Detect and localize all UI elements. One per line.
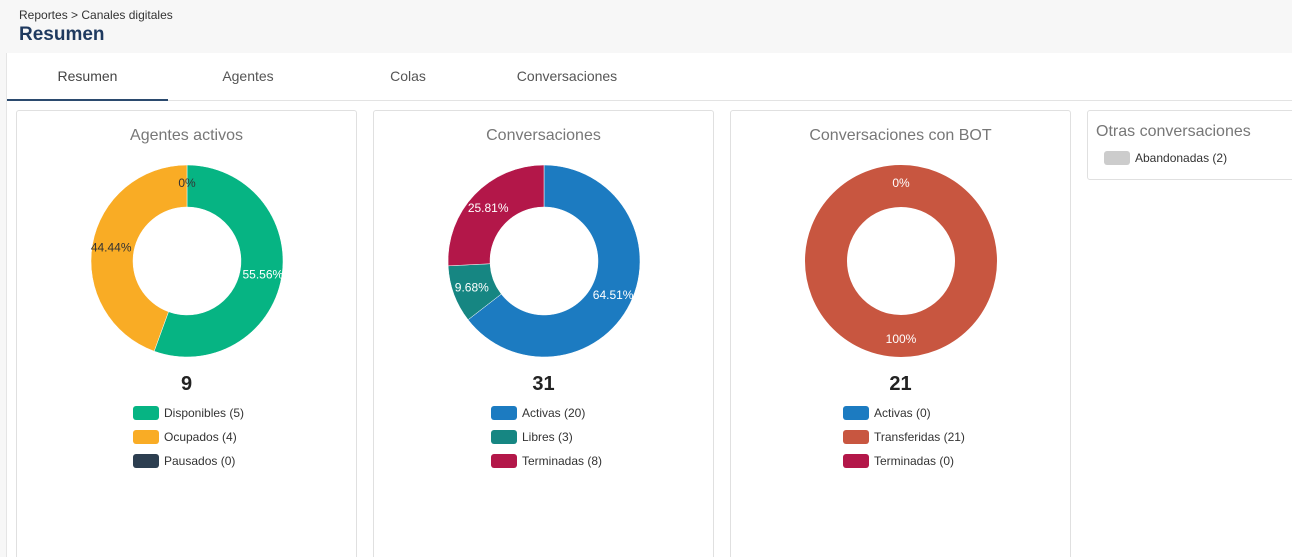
legend-item-disponibles[interactable]: Disponibles (5) bbox=[133, 401, 244, 425]
legend-item-transferidas[interactable]: Transferidas (21) bbox=[843, 425, 965, 449]
donut-chart-agentes: 55.56% 44.44% 0% bbox=[90, 164, 284, 358]
legend-swatch bbox=[843, 454, 869, 468]
tab-conversaciones[interactable]: Conversaciones bbox=[516, 68, 618, 84]
legend-label: Disponibles (5) bbox=[164, 406, 245, 420]
legend-label: Activas (0) bbox=[874, 406, 931, 420]
slice-percent-label-pausados: 0% bbox=[178, 176, 196, 190]
breadcrumb[interactable]: Reportes > Canales digitales bbox=[19, 8, 173, 22]
total-count: 9 bbox=[180, 373, 193, 395]
legend-item-ocupados[interactable]: Ocupados (4) bbox=[133, 425, 244, 449]
legend-label: Ocupados (4) bbox=[164, 430, 237, 444]
slice-percent-label-activas: 64.51% bbox=[593, 288, 634, 302]
tab-bar: Resumen Agentes Colas Conversaciones bbox=[7, 53, 1292, 101]
total-count: 31 bbox=[532, 373, 555, 395]
slice-percent-label-libres: 9.68% bbox=[455, 281, 489, 295]
donut-slice-activas[interactable] bbox=[467, 164, 641, 358]
legend-label: Terminadas (8) bbox=[522, 454, 603, 468]
card-title: Conversaciones bbox=[486, 127, 601, 144]
donut-slice-ocupados[interactable] bbox=[90, 164, 188, 352]
slice-percent-label-activas: 0% bbox=[892, 176, 910, 190]
card-conversaciones-bot: Conversaciones con BOT 0% 100% 21 Activas… bbox=[730, 110, 1071, 557]
legend-label: Transferidas (21) bbox=[874, 430, 965, 444]
chart-legend: Disponibles (5) Ocupados (4) Pausados (0… bbox=[133, 401, 244, 473]
legend-item-abandonadas[interactable]: Abandonadas (2) bbox=[1104, 151, 1227, 165]
slice-percent-label-terminadas: 25.81% bbox=[468, 201, 509, 215]
legend-label: Libres (3) bbox=[522, 430, 573, 444]
legend-swatch bbox=[491, 454, 517, 468]
chart-legend: Activas (20) Libres (3) Terminadas (8) bbox=[491, 401, 602, 473]
legend-item-activas[interactable]: Activas (20) bbox=[491, 401, 602, 425]
slice-percent-label-transferidas: 100% bbox=[886, 332, 917, 346]
legend-swatch bbox=[133, 454, 159, 468]
card-title: Conversaciones con BOT bbox=[809, 127, 992, 144]
legend-item-activas[interactable]: Activas (0) bbox=[843, 401, 965, 425]
chart-legend: Activas (0) Transferidas (21) Terminadas… bbox=[843, 401, 965, 473]
legend-item-terminadas[interactable]: Terminadas (0) bbox=[843, 449, 965, 473]
slice-percent-label-ocupados: 44.44% bbox=[91, 241, 132, 255]
page-header: Reportes > Canales digitales Resumen bbox=[0, 0, 1292, 52]
legend-swatch bbox=[133, 430, 159, 444]
legend-item-pausados[interactable]: Pausados (0) bbox=[133, 449, 244, 473]
legend-label: Pausados (0) bbox=[164, 454, 236, 468]
card-agentes-activos: Agentes activos 55.56% 44.44% 0% 9 Disponi… bbox=[16, 110, 357, 557]
legend-swatch bbox=[843, 430, 869, 444]
legend-item-libres[interactable]: Libres (3) bbox=[491, 425, 602, 449]
legend-label: Terminadas (0) bbox=[874, 454, 955, 468]
page-title: Resumen bbox=[19, 24, 105, 45]
tab-colas[interactable]: Colas bbox=[390, 68, 426, 84]
tab-resumen[interactable]: Resumen bbox=[7, 53, 168, 101]
donut-slice-disponibles[interactable] bbox=[153, 164, 284, 358]
slice-percent-label-disponibles: 55.56% bbox=[242, 267, 283, 281]
main-content: Resumen Agentes Colas Conversaciones Age… bbox=[6, 53, 1292, 557]
legend-swatch bbox=[843, 406, 869, 420]
donut-slice-terminadas[interactable] bbox=[447, 164, 545, 267]
total-count: 21 bbox=[889, 373, 912, 395]
donut-chart-bot: 0% 100% bbox=[805, 165, 997, 357]
card-conversaciones: Conversaciones 64.51% 9.68% 25.81% 31 Acti… bbox=[373, 110, 714, 557]
card-otras-conversaciones: Otras conversaciones Abandonadas (2) bbox=[1087, 110, 1292, 180]
legend-label: Abandonadas (2) bbox=[1135, 151, 1228, 165]
card-title: Agentes activos bbox=[130, 127, 243, 144]
tab-agentes[interactable]: Agentes bbox=[222, 68, 274, 84]
legend-swatch bbox=[491, 406, 517, 420]
legend-swatch bbox=[1104, 151, 1130, 165]
legend-swatch bbox=[491, 430, 517, 444]
legend-swatch bbox=[133, 406, 159, 420]
legend-label: Activas (20) bbox=[522, 406, 586, 420]
card-title: Otras conversaciones bbox=[1096, 123, 1251, 140]
donut-chart-conversaciones: 64.51% 9.68% 25.81% bbox=[447, 164, 641, 358]
donut-slice-transferidas[interactable] bbox=[805, 165, 997, 357]
legend-item-terminadas[interactable]: Terminadas (8) bbox=[491, 449, 602, 473]
